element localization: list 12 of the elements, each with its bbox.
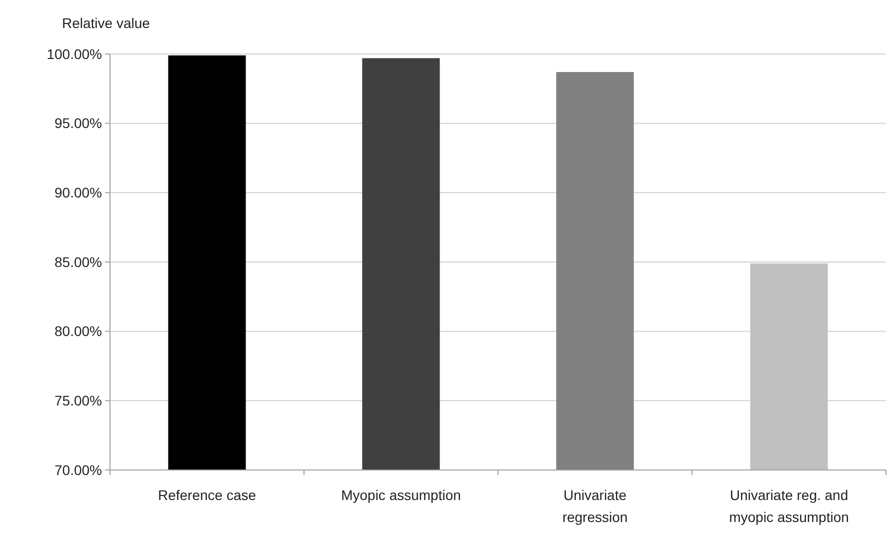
x-tick-label: Reference case [158, 487, 256, 503]
y-tick-label: 70.00% [54, 462, 102, 478]
y-tick-label: 95.00% [54, 115, 102, 132]
y-axis-title: Relative value [62, 15, 150, 31]
x-tick-label: Myopic assumption [341, 487, 461, 503]
y-tick-label: 75.00% [54, 392, 102, 409]
y-tick-label: 100.00% [46, 46, 102, 62]
y-tick-label: 80.00% [54, 323, 102, 340]
x-tick-label: Univariate reg. and myopic assumption [729, 487, 849, 525]
y-tick-label: 85.00% [54, 254, 102, 270]
x-tick-label: Univariate regression [562, 487, 628, 525]
y-tick-label: 90.00% [54, 184, 102, 201]
